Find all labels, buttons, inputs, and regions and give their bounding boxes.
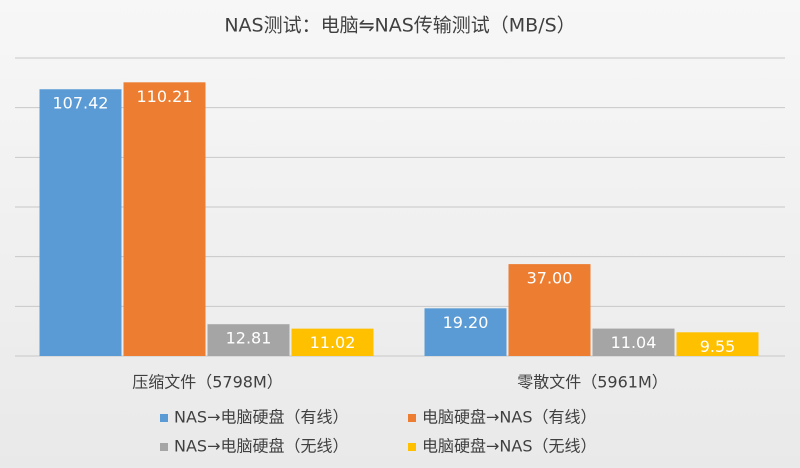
bar — [424, 308, 507, 356]
value-label: 19.20 — [443, 313, 489, 332]
legend-marker — [408, 414, 416, 422]
legend-marker — [408, 443, 416, 451]
bar — [291, 328, 374, 356]
legend-marker — [160, 414, 168, 422]
bar — [592, 328, 675, 356]
bar — [508, 264, 591, 356]
value-label: 11.04 — [611, 333, 657, 352]
value-label: 110.21 — [137, 87, 193, 106]
legend-label: 电脑硬盘→NAS（有线） — [422, 408, 596, 427]
x-tick-label: 零散文件（5961M） — [517, 373, 668, 392]
bar — [39, 89, 122, 357]
legend-marker — [160, 443, 168, 451]
value-label: 12.81 — [226, 329, 272, 348]
legend-label: NAS→电脑硬盘（有线） — [174, 408, 348, 427]
chart-title: NAS测试：电脑⇋NAS传输测试（MB/S） — [224, 15, 575, 37]
bar — [207, 324, 290, 356]
legend-label: 电脑硬盘→NAS（无线） — [422, 437, 596, 456]
value-label: 107.42 — [53, 94, 109, 113]
x-tick-label: 压缩文件（5798M） — [132, 373, 283, 392]
bar — [676, 332, 759, 356]
value-label: 11.02 — [310, 333, 356, 352]
value-label: 37.00 — [527, 269, 573, 288]
bar — [123, 82, 206, 357]
legend-label: NAS→电脑硬盘（无线） — [174, 437, 348, 456]
value-label: 9.55 — [700, 337, 736, 356]
